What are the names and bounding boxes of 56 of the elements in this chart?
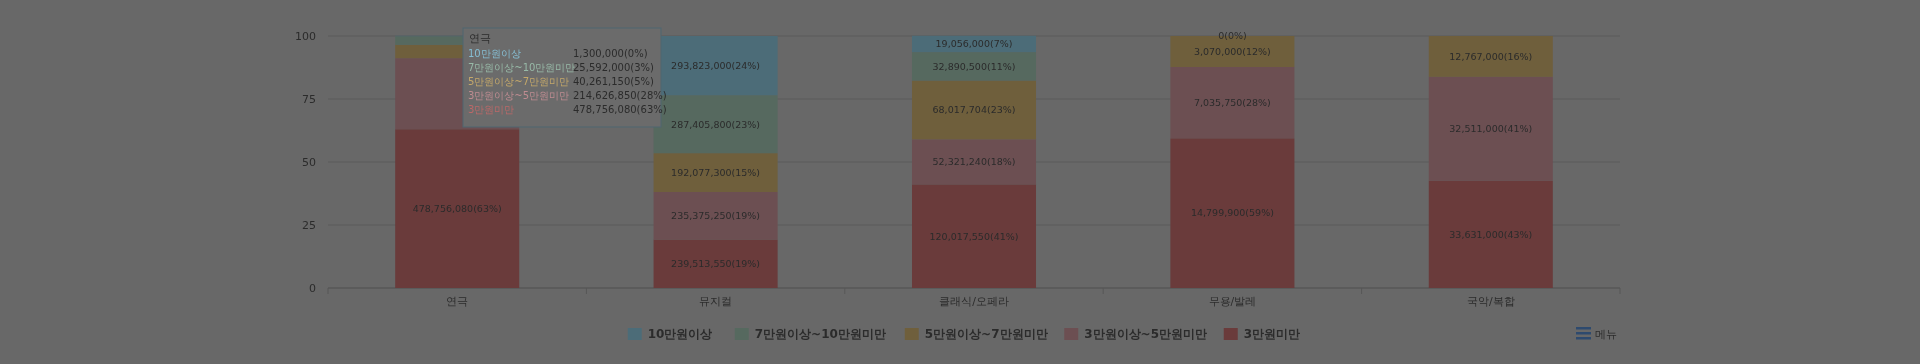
x-tick-label: 연극 xyxy=(446,295,469,308)
x-tick-label: 국악/복합 xyxy=(1466,295,1515,308)
y-tick-label: 0 xyxy=(309,281,316,295)
x-tick-label: 무용/발레 xyxy=(1208,295,1257,308)
data-label: 33,631,000(43%) xyxy=(1449,228,1533,240)
bar xyxy=(911,80,1037,140)
text: 3만원미만 xyxy=(468,104,515,115)
data-label: 293,823,000(24%) xyxy=(671,59,761,71)
bar xyxy=(1428,76,1553,181)
bar xyxy=(653,191,778,240)
bar xyxy=(1170,138,1295,288)
data-label: 192,077,300(15%) xyxy=(671,166,761,178)
annotation: 1,300,000(0%) xyxy=(573,48,648,59)
data-label: 3,070,000(12%) xyxy=(1193,45,1271,57)
y-tick-label: 75 xyxy=(302,92,316,106)
bar xyxy=(1428,180,1553,288)
data-label: 0(0%) xyxy=(1218,30,1247,42)
x-tick-label: 클래식/오페라 xyxy=(939,295,1009,308)
text: 5만원이상~7만원미만 xyxy=(468,76,570,87)
data-label: 32,511,000(41%) xyxy=(1449,123,1533,135)
legend-label: 5만원이상~7만원미만 xyxy=(924,327,1048,342)
y-tick-label: 50 xyxy=(302,155,316,169)
data-label: 478,756,080(63%) xyxy=(412,202,502,214)
data-label: 7,035,750(28%) xyxy=(1193,96,1271,108)
bar xyxy=(653,239,778,288)
data-label: 68,017,704(23%) xyxy=(932,104,1016,116)
bar xyxy=(1428,36,1553,77)
legend-label: 3만원이상~5만원미만 xyxy=(1084,327,1208,342)
y-tick-label: 25 xyxy=(302,218,316,232)
x-tick-label: 뮤지컬 xyxy=(699,295,733,308)
legend-label: 7만원이상~10만원미만 xyxy=(754,327,886,342)
data-label: 12,767,000(16%) xyxy=(1449,50,1533,62)
text: 메뉴 xyxy=(1595,327,1617,341)
y-tick-label: 100 xyxy=(295,29,316,43)
legend-label: 3만원미만 xyxy=(1243,327,1301,342)
text: 10만원이상 xyxy=(468,48,521,59)
annotation: 40,261,150(5%) xyxy=(573,76,655,87)
annotation: 연극 xyxy=(469,32,491,45)
bar xyxy=(911,184,1037,288)
annotation: 214,626,850(28%) xyxy=(573,90,667,101)
bar xyxy=(911,139,1037,185)
data-label: 287,405,800(23%) xyxy=(671,118,761,130)
data-label: 14,799,900(59%) xyxy=(1190,207,1274,219)
bar xyxy=(911,52,1037,81)
legend-label: 10만원이상 xyxy=(647,327,713,342)
data-label: 235,375,250(19%) xyxy=(671,210,761,222)
bar xyxy=(1170,67,1295,139)
bar xyxy=(395,129,520,288)
data-label: 239,513,550(19%) xyxy=(671,258,761,270)
text: 3만원이상~5만원미만 xyxy=(468,90,570,101)
data-label: 19,056,000(7%) xyxy=(935,38,1013,50)
data-label: 120,017,550(41%) xyxy=(929,230,1019,242)
data-label: 32,890,500(11%) xyxy=(932,60,1016,72)
bar xyxy=(653,153,778,192)
annotation: 478,756,080(63%) xyxy=(573,104,667,115)
data-label: 52,321,240(18%) xyxy=(932,156,1016,168)
